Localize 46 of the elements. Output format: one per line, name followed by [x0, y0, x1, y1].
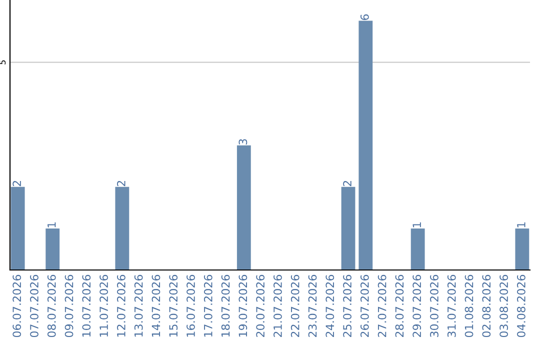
x-tick-label: 24.07.2026 [326, 274, 334, 337]
bar [341, 186, 356, 270]
data-label: 1 [48, 222, 56, 228]
data-label: 2 [343, 180, 352, 186]
x-tick-label: 13.07.2026 [134, 274, 143, 337]
x-tick-label: 03.08.2026 [500, 274, 508, 338]
x-tick-label: 29.07.2026 [412, 274, 422, 337]
x-tick-label: 22.07.2026 [290, 274, 300, 337]
data-label: 3 [238, 139, 248, 145]
x-tick-label: 14.07.2026 [152, 274, 160, 337]
data-label: 2 [116, 180, 126, 186]
data-label: 2 [12, 180, 21, 186]
x-tick-label: 16.07.2026 [186, 274, 195, 337]
x-tick-label: 02.08.2026 [482, 274, 491, 338]
x-tick-label: 04.08.2026 [516, 274, 526, 338]
x-tick-label: 26.07.2026 [360, 274, 369, 337]
x-tick-label: 25.07.2026 [343, 274, 352, 337]
x-tick-label: 23.07.2026 [308, 274, 317, 337]
bar [236, 145, 251, 270]
data-label: 6 [360, 14, 369, 20]
x-tick-label: 07.07.2026 [30, 274, 38, 338]
x-tick-label: 17.07.2026 [204, 274, 212, 337]
x-tick-label: 10.07.2026 [82, 274, 91, 337]
bar [46, 228, 60, 270]
x-tick-label: 12.07.2026 [116, 274, 126, 337]
data-label: 1 [517, 222, 526, 228]
x-tick-label: 01.08.2026 [464, 274, 474, 338]
x-tick-label: 21.07.2026 [274, 274, 282, 337]
x-tick-label: 30.07.2026 [430, 274, 438, 337]
bar [115, 186, 130, 270]
x-tick-label: 20.07.2026 [256, 274, 265, 337]
x-tick-label: 27.07.2026 [378, 274, 386, 337]
bar [515, 228, 530, 270]
x-tick-label: 11.07.2026 [100, 274, 108, 337]
data-label: 1 [412, 222, 421, 228]
x-tick-label: 28.07.2026 [395, 274, 404, 337]
x-tick-label: 31.07.2026 [447, 274, 456, 337]
x-tick-label: 15.07.2026 [169, 274, 178, 337]
x-tick-label: 08.07.2026 [47, 274, 56, 338]
bar [358, 20, 373, 270]
x-tick-label: 06.07.2026 [12, 274, 22, 338]
bar [410, 228, 425, 270]
x-tick-label: 09.07.2026 [64, 274, 74, 338]
x-tick-label: 19.07.2026 [238, 274, 248, 337]
bar [10, 186, 25, 270]
x-tick-label: 18.07.2026 [221, 274, 230, 337]
